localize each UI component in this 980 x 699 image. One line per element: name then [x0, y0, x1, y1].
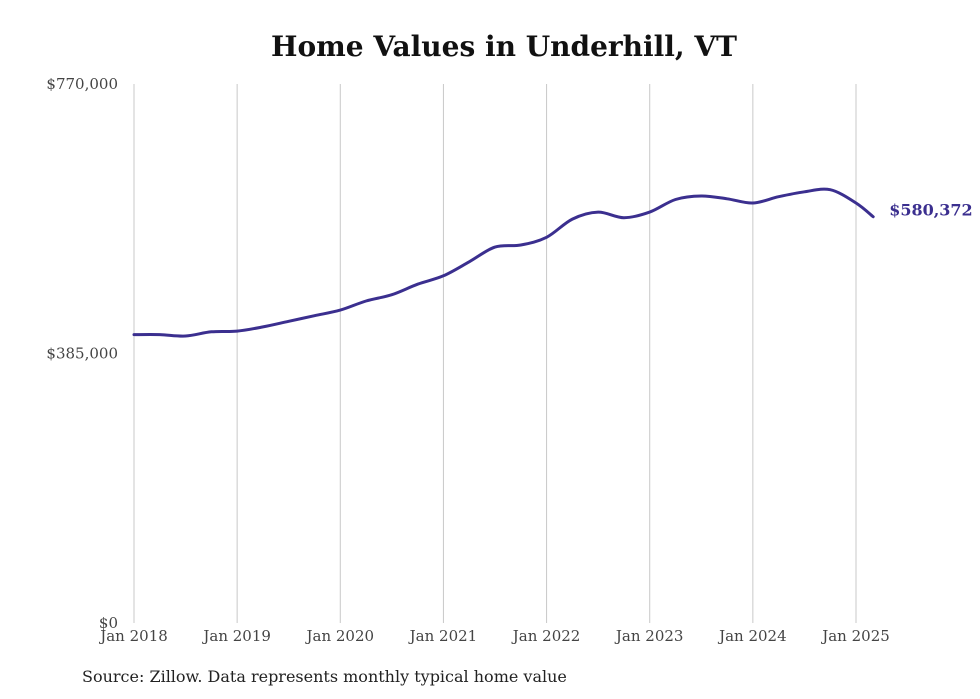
y-tick-label: $0 — [99, 614, 118, 632]
x-axis: Jan 2018 Jan 2019 Jan 2020 Jan 2021 Jan 2022… — [98, 627, 890, 645]
y-axis: $0 $385,000 $770,000 — [46, 75, 118, 632]
y-tick-label: $770,000 — [46, 75, 118, 93]
x-tick-label: Jan 2019 — [201, 627, 271, 645]
end-value-label: $580,372 — [889, 201, 973, 220]
end-label-group: $580,372 — [889, 201, 973, 220]
x-tick-label: Jan 2023 — [614, 627, 684, 645]
series-line — [132, 187, 875, 338]
x-tick-label: Jan 2018 — [98, 627, 168, 645]
x-tick-label: Jan 2021 — [408, 627, 478, 645]
source-note: Source: Zillow. Data represents monthly … — [82, 667, 567, 686]
x-tick-label: Jan 2024 — [717, 627, 787, 645]
series-line-group — [132, 187, 875, 338]
chart-title: Home Values in Underhill, VT — [271, 30, 737, 63]
x-tick-label: Jan 2020 — [305, 627, 375, 645]
y-tick-label: $385,000 — [46, 345, 118, 363]
gridlines — [133, 84, 857, 623]
x-tick-label: Jan 2022 — [511, 627, 581, 645]
x-tick-label: Jan 2025 — [820, 627, 890, 645]
